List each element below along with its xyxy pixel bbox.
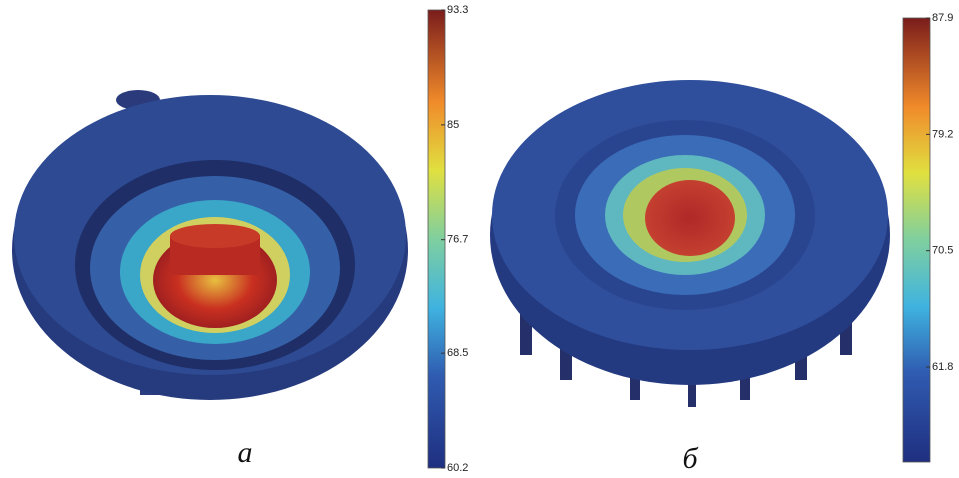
panel-label: б bbox=[682, 442, 698, 475]
colorbar bbox=[427, 9, 446, 469]
panel-label: а bbox=[238, 436, 253, 469]
colorbar-tick-label: 93.3 bbox=[447, 4, 468, 16]
colorbar bbox=[902, 17, 931, 463]
colorbar-tick-label: 76.7 bbox=[447, 234, 468, 246]
render-b bbox=[490, 80, 890, 407]
colorbar-tick-label: 85 bbox=[447, 119, 459, 131]
colorbar-tick-label: 68.5 bbox=[447, 347, 468, 359]
colorbar-tick-label: 79.2 bbox=[932, 128, 953, 140]
render-a bbox=[12, 90, 408, 400]
colorbar-tick-label: 70.5 bbox=[932, 245, 953, 257]
colorbar-tick-label: 87.9 bbox=[932, 12, 953, 24]
colorbar-tick-label: 60.2 bbox=[447, 462, 468, 474]
colorbar-tick-label: 61.8 bbox=[932, 361, 953, 373]
